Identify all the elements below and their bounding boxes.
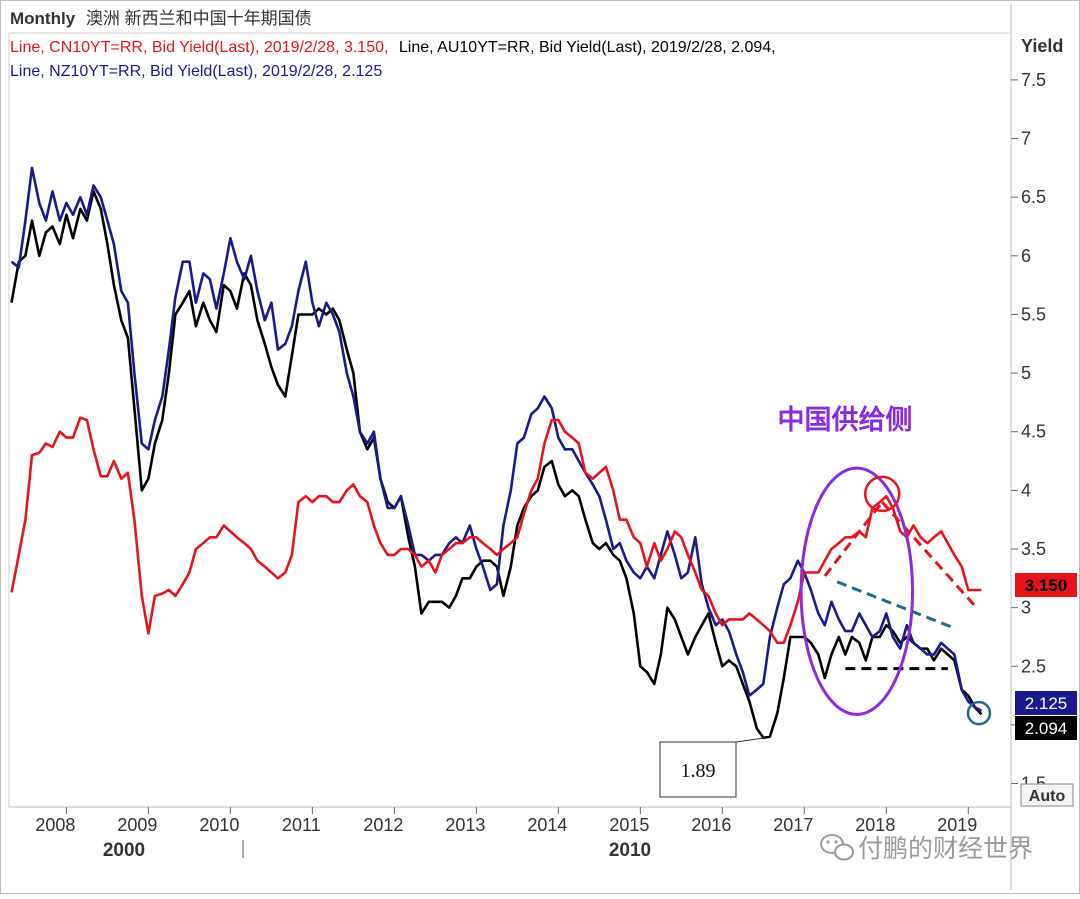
annotation-overlays — [799, 466, 992, 726]
badge-cn: 3.150 — [1015, 573, 1077, 597]
auto-scale-button[interactable]: Auto — [1020, 783, 1074, 807]
chart-header: Monthly 澳洲 新西兰和中国十年期国债 — [10, 9, 312, 28]
legend-line-1: Line, CN10YT=RR, Bid Yield(Last), 2019/2… — [10, 39, 776, 56]
legend-nz: Line, NZ10YT=RR, Bid Yield(Last), 2019/2… — [10, 63, 382, 80]
x-tick-label: 2013 — [445, 815, 485, 835]
series-line-cn10yt-rr — [10, 416, 982, 645]
decade-label-2000: 2000 — [103, 840, 145, 861]
y-tick-label: 5 — [1021, 363, 1031, 383]
y-tick-label: 4.5 — [1021, 422, 1046, 442]
x-tick-label: 2012 — [363, 815, 403, 835]
y-tick-label: 4 — [1021, 480, 1031, 500]
y-axis-ticks: 7.576.565.554.543.532.521.5 — [1011, 70, 1046, 794]
x-tick-label: 2017 — [773, 815, 813, 835]
x-tick-label: 2014 — [527, 815, 567, 835]
badge-nz-label: 2.125 — [1025, 694, 1068, 713]
auto-button-box[interactable] — [1020, 783, 1074, 807]
legend-line-2: Line, NZ10YT=RR, Bid Yield(Last), 2019/2… — [10, 63, 382, 80]
badge-au-box — [1015, 716, 1077, 740]
cn-peak-circle — [863, 475, 901, 513]
y-tick-label: 2.5 — [1021, 656, 1046, 676]
x-tick-label: 2019 — [937, 815, 977, 835]
badge-cn-box — [1015, 573, 1077, 597]
nz-trend-line — [836, 580, 957, 631]
y-tick-label: 3.5 — [1021, 539, 1046, 559]
y-tick-label: 5.5 — [1021, 304, 1046, 324]
x-tick-label: 2015 — [609, 815, 649, 835]
callout-leader — [735, 737, 766, 743]
last-value-circle — [966, 700, 992, 726]
chart-title: 澳洲 新西兰和中国十年期国债 — [86, 9, 312, 28]
y-tick-label: 6.5 — [1021, 187, 1046, 207]
badge-au-label: 2.094 — [1025, 719, 1068, 738]
badge-cn-label: 3.150 — [1025, 576, 1068, 595]
y-tick-label: 7 — [1021, 129, 1031, 149]
x-axis-ticks: 2008 2009 2010 2011 2012 2013 2014 2015 2016 2017… — [35, 807, 977, 835]
watermark-text: 付鹏的财经世界 — [858, 835, 1033, 863]
supply-side-ellipse — [799, 466, 915, 716]
watermark: 付鹏的财经世界 — [820, 834, 1033, 863]
y-tick-label: 3 — [1021, 598, 1031, 618]
auto-button-label[interactable]: Auto — [1029, 788, 1066, 805]
badge-nz-box — [1015, 691, 1077, 715]
y-axis-title: Yield — [1021, 36, 1063, 56]
legend-au: Line, AU10YT=RR, Bid Yield(Last), 2019/2… — [399, 39, 776, 56]
callout-value: 1.89 — [681, 760, 716, 782]
x-tick-label: 2016 — [691, 815, 731, 835]
x-tick-label: 2009 — [117, 815, 157, 835]
series-group — [10, 166, 983, 740]
badge-au: 2.094 — [1015, 716, 1077, 740]
wechat-icon — [820, 834, 854, 861]
series-line-au10yt-rr — [10, 190, 983, 740]
badge-nz: 2.125 — [1015, 691, 1077, 715]
x-tick-label: 2008 — [35, 815, 75, 835]
x-tick-label: 2018 — [855, 815, 895, 835]
supply-side-annotation: 中国供给侧 — [778, 405, 913, 435]
frequency-label: Monthly — [10, 9, 76, 28]
y-tick-label: 7.5 — [1021, 70, 1046, 90]
y-tick-label: 6 — [1021, 246, 1031, 266]
legend-cn: Line, CN10YT=RR, Bid Yield(Last), 2019/2… — [10, 39, 388, 56]
callout-box — [659, 741, 737, 798]
decade-label-2010: 2010 — [609, 840, 651, 861]
cn-trend-down-line — [881, 501, 978, 609]
x-tick-label: 2011 — [282, 815, 321, 835]
low-callout: 1.89 — [659, 737, 766, 798]
series-line-nz10yt-rr — [10, 166, 983, 712]
x-tick-label: 2010 — [199, 815, 239, 835]
